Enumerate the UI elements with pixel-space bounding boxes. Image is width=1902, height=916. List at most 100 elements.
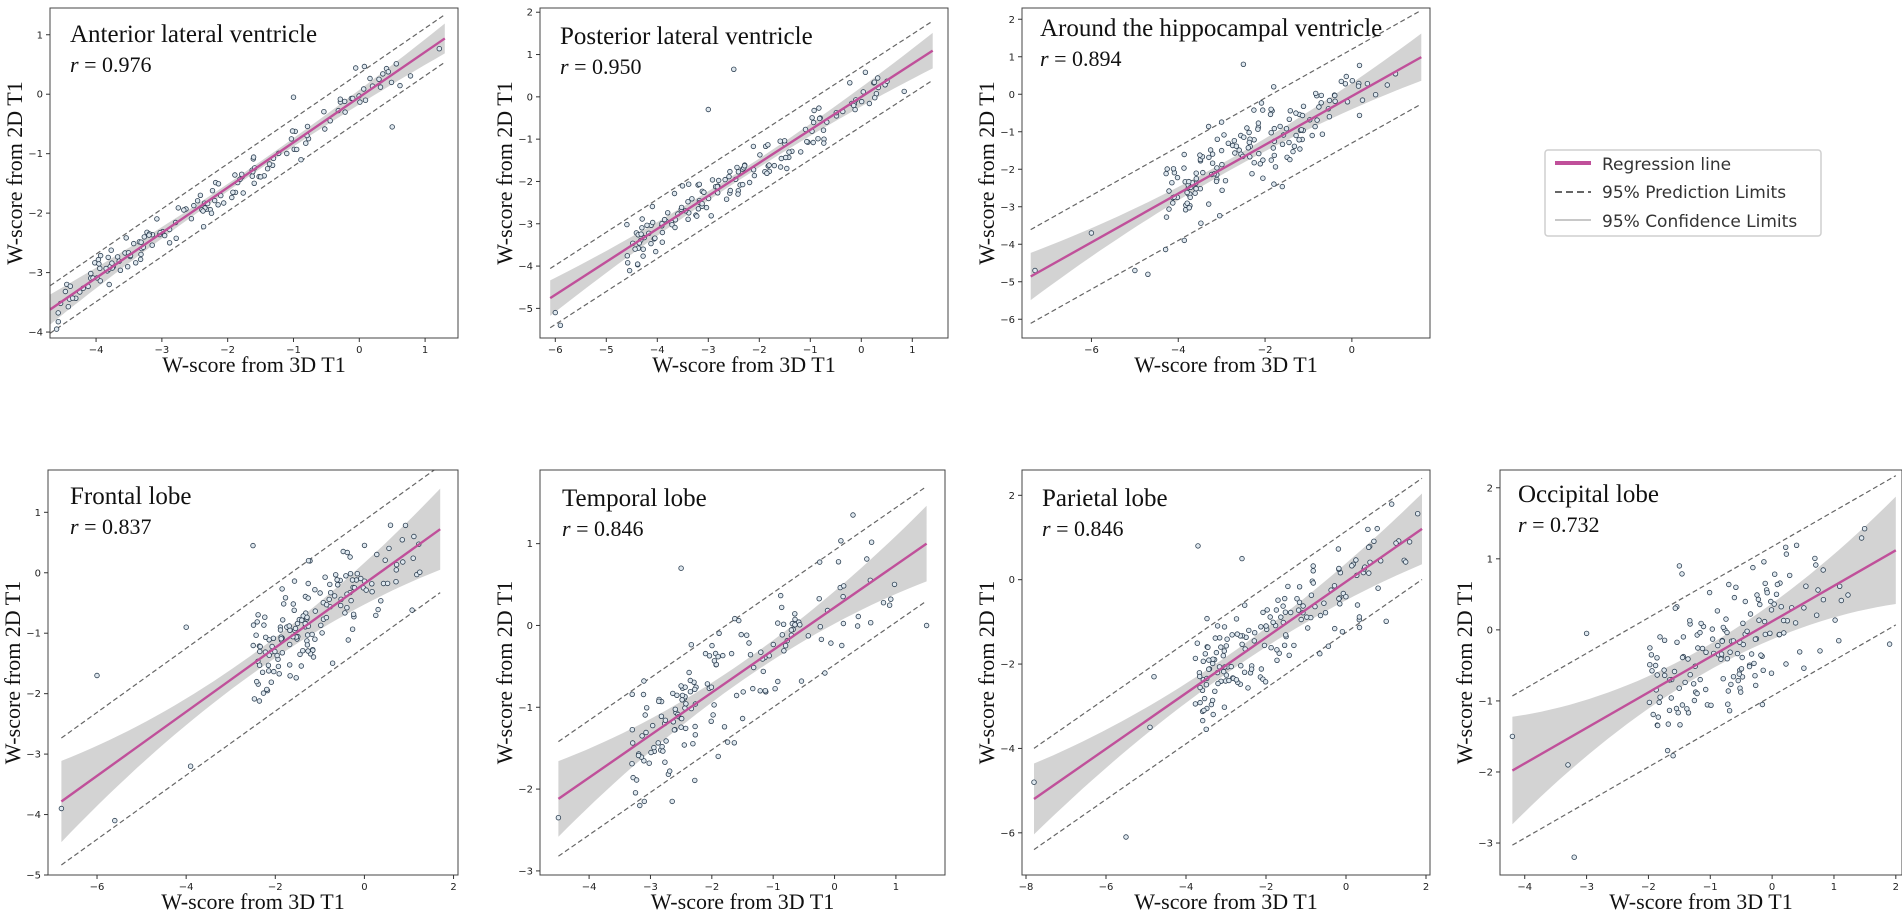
data-point [638,231,644,237]
data-point [1783,661,1789,667]
data-point [1246,129,1252,136]
data-point [639,225,645,231]
y-tick-label: −6 [1000,828,1015,839]
data-point [709,177,716,183]
data-point [1762,580,1768,587]
data-point [659,239,665,245]
data-point [1803,583,1809,589]
data-point [727,187,733,194]
data-point [1674,639,1680,645]
data-point [1354,602,1361,608]
data-point [276,671,282,677]
data-point [855,613,861,620]
data-point [154,216,160,222]
data-point [349,577,356,583]
data-point [1718,656,1724,662]
data-point [1279,141,1286,147]
r-value: = 0.976 [79,52,152,77]
data-point [279,586,285,592]
data-point [1664,747,1671,754]
data-point [1170,166,1177,172]
x-tick-label: −2 [752,345,767,356]
data-point [1685,656,1691,662]
r-value: = 0.846 [571,516,644,541]
chart-panel-p3: −6 −4 −2 0 −6 −5 −4 −3 −2 −1 0 1 2 Around the hippoca… [974,7,1431,377]
data-point [1331,583,1338,589]
data-point [342,98,348,105]
data-point [811,107,817,114]
data-point [200,223,207,230]
data-point [840,593,846,600]
data-point [705,106,711,113]
data-point [1195,543,1201,549]
data-point [629,727,635,733]
data-point [734,164,740,171]
data-point [1708,702,1714,708]
y-tick-label: 1 [37,30,43,41]
data-point [309,631,315,638]
data-point [393,567,399,573]
data-point [358,575,364,582]
data-point [662,759,668,765]
r-value: = 0.894 [1049,46,1122,71]
data-point [397,82,403,89]
data-point [271,668,277,675]
data-point [777,138,783,144]
plot-frame [1499,469,1902,876]
data-point [669,798,675,805]
y-tick-label: −1 [518,703,533,714]
data-point [1312,90,1319,97]
data-point [264,686,270,693]
data-point [1780,617,1787,624]
data-point [1166,206,1172,212]
data-point [354,571,360,577]
data-point [1212,635,1218,641]
data-point [257,643,263,650]
data-point [662,717,669,723]
data-point [331,593,338,599]
data-point [1268,106,1274,112]
data-point [681,742,687,748]
x-tick-label: −4 [1517,882,1532,893]
data-point [1297,146,1303,152]
data-point [816,115,823,122]
data-point [1364,80,1371,87]
data-point [1321,600,1327,606]
r-value: = 0.846 [1051,516,1124,541]
y-tick-label: −4 [28,328,43,339]
r-value: = 0.837 [79,514,152,539]
data-point [670,690,676,697]
data-point [376,76,382,82]
data-point [923,622,930,629]
data-point [1366,570,1372,576]
x-tick-label: −3 [701,345,716,356]
data-point [1201,695,1208,702]
data-point [1239,555,1245,562]
data-point [1759,701,1766,708]
data-point [667,768,673,774]
data-point [215,181,222,187]
data-point [1226,677,1232,684]
data-point [1213,649,1220,656]
data-point [709,642,715,649]
data-point [708,213,714,219]
data-point [1310,580,1316,586]
data-point [1192,655,1199,662]
data-point [1314,117,1320,123]
data-point [777,164,784,170]
data-point [250,622,257,628]
x-tick-label: 0 [356,345,362,356]
data-point [293,675,299,681]
data-point [1192,190,1198,196]
y-tick-label: −5 [518,304,533,315]
data-point [866,100,873,107]
data-point [1218,147,1225,154]
data-point [326,596,332,603]
data-point [1287,156,1293,163]
data-point [1845,592,1851,598]
x-tick-label: −3 [154,345,169,356]
data-point [373,612,379,619]
data-point [678,204,685,211]
data-point [704,681,711,687]
y-tick-label: 0 [527,92,533,103]
